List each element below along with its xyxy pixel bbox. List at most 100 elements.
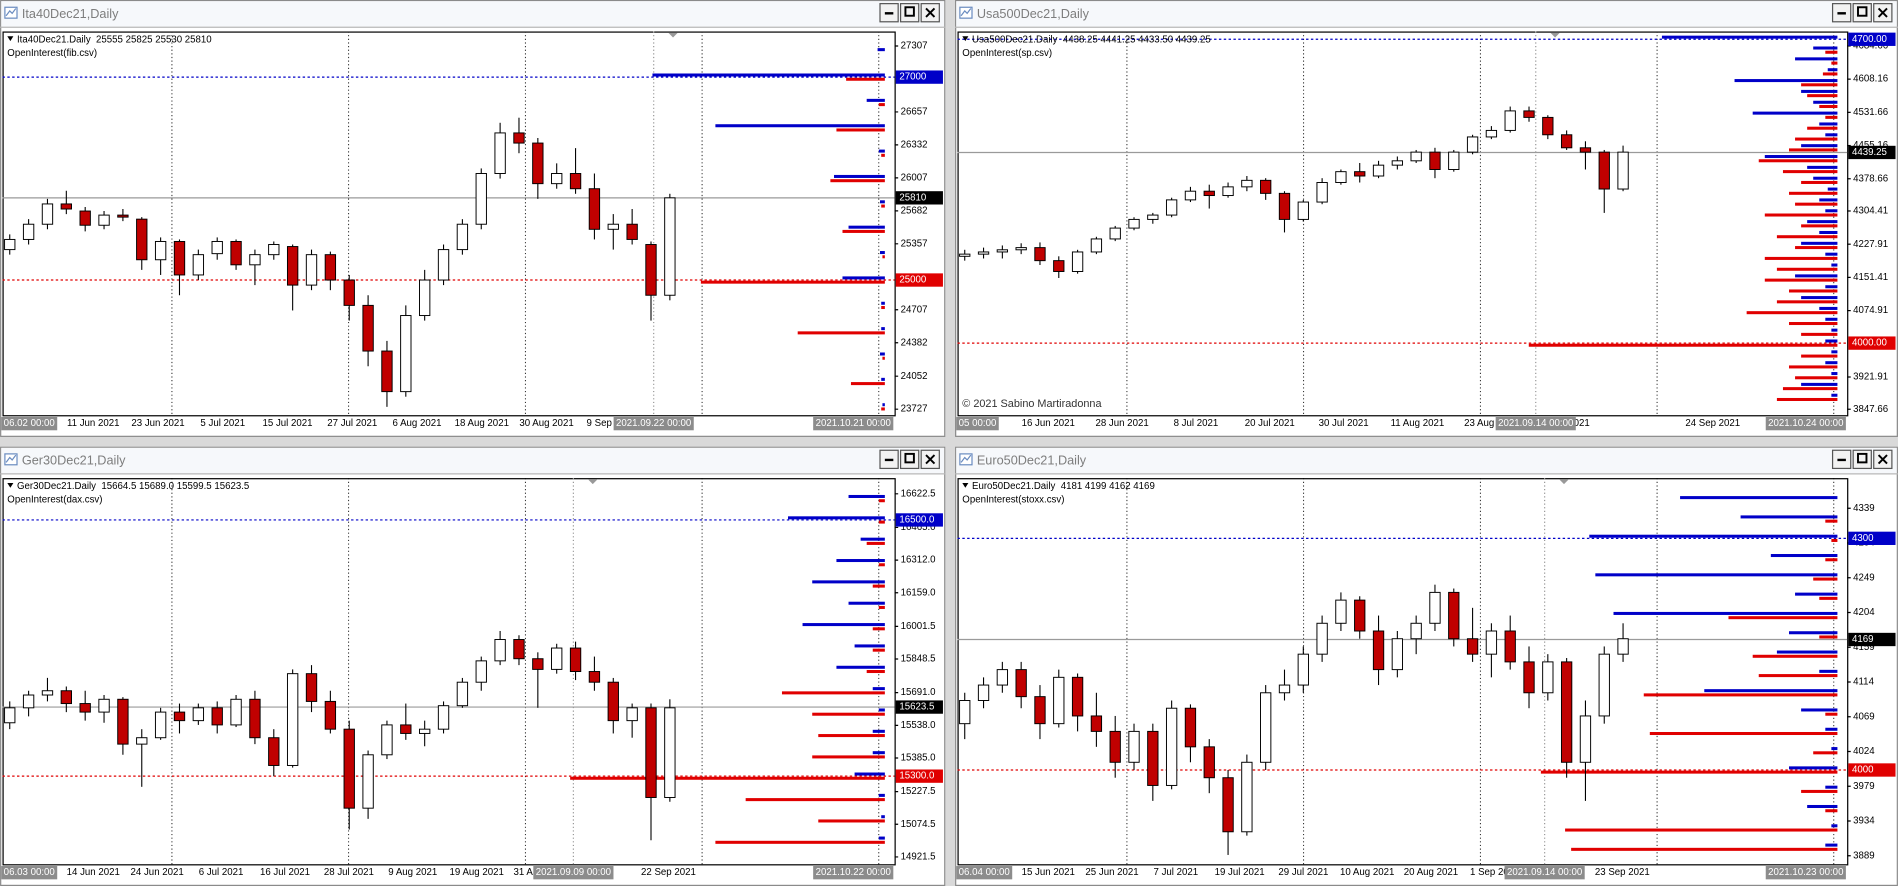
candle-body [268, 737, 280, 766]
candle-body [22, 694, 35, 709]
call-oi-bar [881, 327, 885, 331]
cursor-date-box [1765, 866, 1846, 880]
y-tick-label: 4074.91 [1853, 305, 1888, 316]
put-oi-bar [1528, 343, 1838, 347]
put-oi-bar [1819, 104, 1838, 109]
candle-body [1090, 715, 1103, 732]
put-oi-bar [1789, 322, 1838, 326]
y-tick-label: 4204 [1853, 607, 1875, 618]
candle-body [343, 279, 355, 306]
put-oi-bar [1764, 256, 1838, 260]
call-oi-bar [848, 494, 885, 498]
candle-body [1579, 147, 1592, 153]
plot-area [957, 31, 1849, 417]
candle-body [1466, 136, 1479, 153]
call-oi-bar [1825, 361, 1838, 365]
candle-body [22, 223, 35, 240]
call-oi-bar [1795, 57, 1838, 61]
call-oi-bar [1807, 220, 1838, 224]
candle-body [626, 707, 638, 722]
y-tick-label: 27307 [901, 41, 928, 52]
candle-body [1316, 182, 1328, 203]
candle-body [324, 700, 337, 730]
last-price-box [1848, 145, 1896, 160]
put-oi-bar [1825, 712, 1838, 716]
level-price-label: 4000.00 [1852, 338, 1887, 349]
candle-body [362, 304, 374, 352]
call-oi-bar [1825, 843, 1838, 847]
call-oi-bar [1795, 274, 1838, 278]
candle-body [136, 218, 148, 261]
x-tick-label: 28 Jul 2021 [324, 867, 374, 878]
candle-body [1466, 638, 1479, 655]
put-oi-bar [878, 605, 885, 609]
call-oi-bar [1801, 382, 1838, 386]
candle-body [1391, 160, 1404, 166]
candle-body [117, 214, 129, 218]
put-oi-bar [1776, 397, 1838, 401]
cursor-date-label: 2021.10.23 00:00 [1768, 867, 1843, 878]
put-oi-bar [1801, 224, 1838, 228]
x-tick-label: 30 Aug 2021 [519, 418, 573, 429]
y-tick-label: 26332 [901, 139, 928, 150]
candle-body [1241, 179, 1253, 188]
call-oi-bar [1801, 89, 1838, 93]
y-tick-label: 15538.0 [901, 720, 936, 731]
x-tick-label: 19 Jul 2021 [1215, 867, 1265, 878]
candle-body [1015, 669, 1027, 698]
candle-body [230, 698, 242, 726]
info-marker [962, 482, 969, 488]
call-oi-bar [652, 73, 885, 77]
cursor-date-label: 2021.09.22 00:00 [616, 418, 691, 429]
call-oi-bar [1613, 611, 1838, 615]
y-tick-label: 14921.5 [901, 852, 936, 863]
put-oi-bar [1825, 50, 1838, 54]
x-tick-label: 8 Jul 2021 [1174, 418, 1219, 429]
put-oi-bar [866, 541, 885, 545]
candle-body [268, 244, 280, 256]
put-oi-bar [1728, 616, 1838, 620]
y-tick-label: 3921.91 [1853, 372, 1888, 383]
call-oi-bar [1825, 209, 1838, 213]
candle-body [645, 707, 657, 798]
candle-body [1579, 715, 1592, 763]
candle-body [1448, 151, 1460, 170]
candle-body [286, 673, 299, 766]
candle-body [1429, 591, 1441, 624]
call-oi-bar [1827, 68, 1838, 72]
candle-body [4, 707, 16, 724]
y-tick-label: 15074.5 [901, 819, 936, 830]
call-oi-bar [1789, 766, 1838, 770]
candle-body [41, 203, 54, 225]
candle-body [1090, 238, 1103, 253]
candle-body [977, 684, 990, 701]
y-tick-label: 16001.5 [901, 621, 936, 632]
candle-body [1429, 151, 1441, 170]
put-oi-bar [1782, 387, 1838, 391]
candle-body [1485, 129, 1498, 138]
y-tick-label: 4339 [1853, 503, 1875, 514]
chart-window: Usa500Dec21,Daily Usa500Dec21.Daily 4438.… [955, 0, 1898, 437]
call-oi-bar [877, 48, 885, 52]
candle-body [475, 660, 487, 683]
y-tick-label: 16622.5 [901, 488, 936, 499]
call-oi-bar [715, 124, 885, 128]
plot-area [2, 31, 896, 417]
put-oi-bar [1825, 558, 1838, 562]
cursor-date-label: 06.02 00:00 [4, 418, 55, 429]
candle-body [154, 240, 167, 261]
candle-body [1410, 622, 1422, 640]
candle-body [60, 203, 72, 210]
candle-body [513, 639, 525, 660]
call-oi-bar [1661, 35, 1838, 39]
window-icon [5, 8, 17, 17]
put-oi-bar [1540, 770, 1838, 774]
candle-body [1109, 227, 1121, 240]
x-tick-label: 10 Aug 2021 [1340, 867, 1394, 878]
candle-body [1316, 622, 1328, 655]
cursor-date-box [1765, 416, 1846, 431]
chart-window: Ger30Dec21,Daily Ger30Dec21.Daily 15664.5… [0, 446, 946, 886]
candle-body [173, 240, 186, 276]
put-oi-bar [1776, 235, 1838, 239]
call-oi-bar [1595, 573, 1838, 577]
